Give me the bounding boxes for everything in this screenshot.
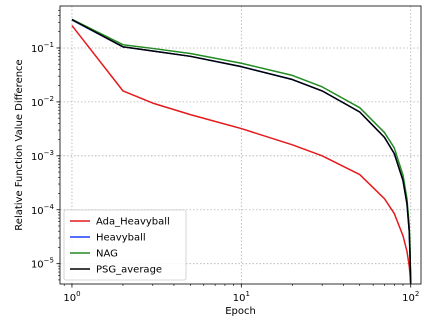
legend-label: Ada_Heavyball <box>96 217 170 228</box>
y-tick-label: 10−4 <box>31 203 55 217</box>
legend: Ada_Heavyball Heavyball NAG PSG_average <box>63 209 187 281</box>
y-axis-label: Relative Function Value Difference <box>14 59 25 230</box>
y-tick-label: 10−5 <box>31 257 54 271</box>
series-layer <box>71 18 412 284</box>
series-line-0 <box>71 25 412 284</box>
y-tick-label: 10−2 <box>31 95 54 109</box>
series-line-3 <box>71 18 412 284</box>
y-tick-label: 10−3 <box>31 149 54 163</box>
ticks: 100 101 102 10−5 10−4 10−3 10−2 10−1 <box>31 9 419 304</box>
x-tick-label: 100 <box>63 290 80 304</box>
legend-label: Heavyball <box>96 233 146 244</box>
x-tick-label: 101 <box>233 290 250 304</box>
y-tick-label: 10−1 <box>31 41 54 55</box>
x-tick-label: 102 <box>402 290 419 304</box>
x-axis-label: Epoch <box>225 306 256 317</box>
legend-box <box>63 209 187 281</box>
plot-frame <box>59 5 422 285</box>
legend-label: PSG_average <box>96 265 162 276</box>
legend-label: NAG <box>96 249 118 260</box>
